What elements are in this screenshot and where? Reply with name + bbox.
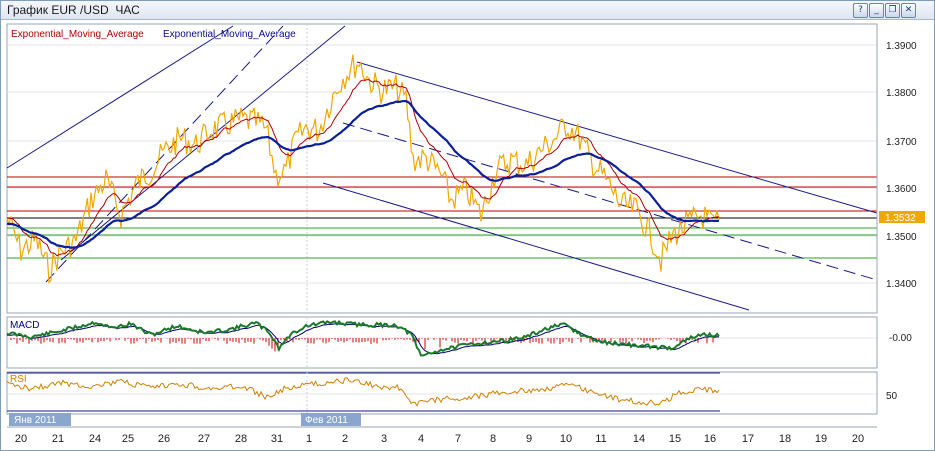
chart-canvas[interactable]: Exponential_Moving_Average Exponential_M… — [1, 20, 934, 450]
price-series[interactable] — [6, 54, 720, 284]
price-label: 1.3900 — [886, 41, 917, 52]
time-axis: Янв 2011 Фев 2011 20 21 24 25 26 27 28 31 1 2 3 4 7 8… — [7, 413, 877, 445]
day-label: 2 — [342, 433, 348, 445]
price-label: 1.3400 — [886, 279, 917, 290]
macd-value-label: -0.00 — [889, 333, 912, 344]
month-badge-feb — [301, 413, 361, 426]
day-label: 15 — [669, 433, 681, 445]
rsi-panel[interactable]: RSI 50 — [6, 371, 898, 415]
day-label: 16 — [704, 433, 716, 445]
macd-label: MACD — [10, 320, 39, 331]
day-label: 14 — [633, 433, 645, 445]
main-grid — [7, 24, 877, 313]
day-label: 20 — [852, 433, 864, 445]
day-label: 3 — [381, 433, 387, 445]
day-label: 19 — [815, 433, 827, 445]
window-title: График EUR /USD ЧАС — [7, 3, 140, 17]
price-label: 1.3600 — [886, 184, 917, 195]
day-label: 28 — [235, 433, 247, 445]
current-price-label: 1.3532 — [885, 213, 916, 224]
legend-ema-fast: Exponential_Moving_Average — [11, 29, 144, 40]
day-label: 1 — [306, 433, 312, 445]
day-label: 27 — [198, 433, 210, 445]
main-price-panel[interactable]: Exponential_Moving_Average Exponential_M… — [6, 23, 878, 314]
help-icon[interactable]: ? — [853, 3, 868, 18]
current-price-badge — [879, 211, 925, 223]
legend-ema-slow: Exponential_Moving_Average — [163, 29, 296, 40]
close-icon[interactable]: ✕ — [901, 3, 916, 18]
day-label: 31 — [271, 433, 283, 445]
day-label: 9 — [526, 433, 532, 445]
macd-panel[interactable]: MACD -0.00 — [6, 316, 912, 369]
rsi-line — [6, 377, 720, 407]
day-label: 21 — [52, 433, 64, 445]
day-label: 4 — [418, 433, 424, 445]
month-label: Янв 2011 — [14, 415, 57, 426]
rsi-label: RSI — [10, 374, 27, 385]
price-axis: 1.3900 1.3800 1.3700 1.3600 1.3500 1.340… — [876, 24, 925, 313]
title-bar: График EUR /USD ЧАС ? _ ❐ ✕ — [1, 1, 934, 20]
month-badge-jan — [9, 413, 71, 426]
restore-icon[interactable]: ❐ — [885, 3, 900, 18]
day-label: 20 — [15, 433, 27, 445]
day-label: 11 — [595, 433, 606, 445]
minimize-icon[interactable]: _ — [869, 3, 884, 18]
price-label: 1.3800 — [886, 88, 917, 99]
day-label: 26 — [158, 433, 170, 445]
day-label: 7 — [455, 433, 461, 445]
day-label: 10 — [560, 433, 572, 445]
price-label: 1.3700 — [886, 137, 917, 148]
rsi-value-label: 50 — [886, 391, 898, 402]
month-label: Фев 2011 — [305, 415, 348, 426]
day-label: 8 — [490, 433, 496, 445]
day-label: 18 — [779, 433, 791, 445]
macd-line — [6, 319, 720, 357]
ema-slow-line[interactable] — [6, 99, 720, 249]
ema-fast-line[interactable] — [6, 79, 720, 257]
day-label: 25 — [122, 433, 134, 445]
price-label: 1.3500 — [886, 232, 917, 243]
support-lines — [7, 227, 877, 259]
day-label: 17 — [742, 433, 754, 445]
day-label: 24 — [89, 433, 101, 445]
